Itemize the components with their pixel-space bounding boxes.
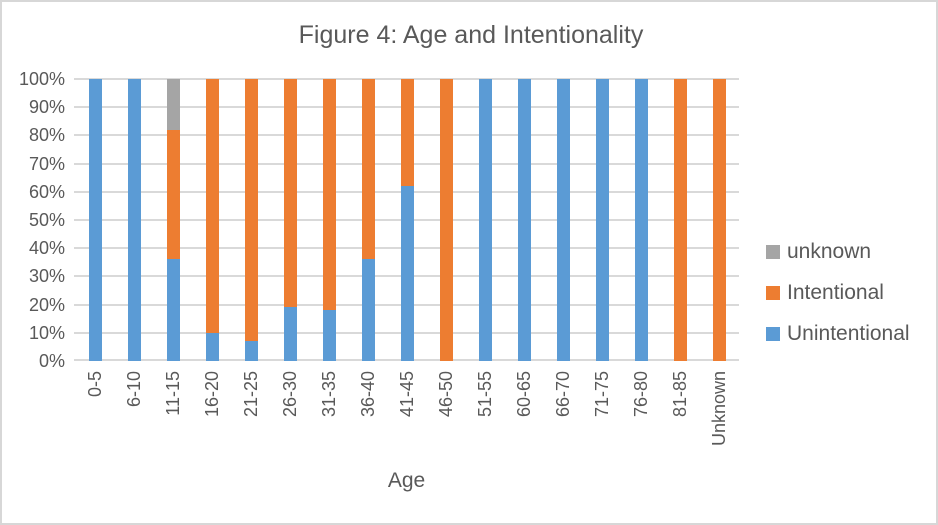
x-category-label: 71-75	[592, 371, 612, 418]
bar-segment-intentional-36-40	[362, 79, 375, 259]
y-tick-label: 0%	[38, 351, 65, 371]
bar-segment-unintentional-60-65	[518, 79, 531, 361]
x-category-label: Unknown	[709, 371, 729, 447]
x-category-label: 60-65	[514, 371, 534, 418]
x-category-label: 26-30	[280, 371, 300, 418]
bar-segment-intentional-41-45	[401, 79, 414, 186]
x-axis-title: Age	[387, 469, 426, 492]
bar-segment-unintentional-41-45	[401, 186, 414, 361]
x-category-label: 0-5	[85, 371, 105, 398]
y-tick-label: 10%	[28, 323, 65, 343]
x-category-label: 31-35	[319, 371, 339, 418]
x-category-label: 41-45	[397, 371, 417, 418]
y-tick-label: 40%	[28, 238, 65, 258]
x-category-label: 16-20	[202, 371, 222, 418]
x-category-label: 11-15	[163, 371, 183, 416]
y-tick-label: 90%	[28, 97, 65, 117]
legend-item-intentional: Intentional	[766, 281, 884, 305]
bar-segment-unintentional-26-30	[284, 307, 297, 361]
bar-segment-unintentional-71-75	[596, 79, 609, 361]
bar-segment-intentional-26-30	[284, 79, 297, 307]
x-category-label: 21-25	[241, 371, 261, 418]
bar-segment-unintentional-11-15	[167, 259, 180, 361]
plot-area	[74, 78, 739, 361]
legend-label: Unintentional	[787, 322, 910, 345]
legend-swatch-unknown	[766, 245, 780, 259]
legend-label: Intentional	[787, 281, 884, 304]
x-category-label: 6-10	[124, 371, 144, 408]
bar-segment-unintentional-0-5	[89, 79, 102, 361]
y-tick-label: 100%	[18, 69, 65, 89]
bar-segment-intentional-46-50	[440, 79, 453, 361]
bar-segment-intentional-21-25	[245, 79, 258, 341]
legend-swatch-unintentional	[766, 327, 780, 341]
bar-segment-intentional-11-15	[167, 129, 180, 259]
bar-segment-intentional-unknown	[713, 79, 726, 361]
bar-segment-unintentional-16-20	[206, 333, 219, 361]
bar-segment-intentional-31-35	[323, 79, 336, 310]
bar-segment-unintentional-31-35	[323, 310, 336, 361]
x-category-label: 76-80	[631, 371, 651, 418]
bar-segment-intentional-81-85	[674, 79, 687, 361]
x-category-label: 46-50	[436, 371, 456, 418]
legend-item-unknown: unknown	[766, 240, 871, 264]
x-category-label: 51-55	[475, 371, 495, 418]
bar-segment-unintentional-76-80	[635, 79, 648, 361]
legend-swatch-intentional	[766, 286, 780, 300]
x-category-label: 36-40	[358, 371, 378, 418]
bar-segment-unintentional-36-40	[362, 259, 375, 361]
bar-segment-unknown-11-15	[167, 79, 180, 130]
x-category-label: 66-70	[553, 371, 573, 418]
y-tick-label: 80%	[28, 125, 65, 145]
legend-item-unintentional: Unintentional	[766, 322, 910, 346]
legend-label: unknown	[787, 240, 872, 263]
chart-title: Figure 4: Age and Intentionality	[298, 21, 644, 49]
y-tick-label: 50%	[28, 210, 65, 230]
bar-segment-unintentional-21-25	[245, 341, 258, 361]
bar-segment-unintentional-66-70	[557, 79, 570, 361]
bar-segment-unintentional-6-10	[128, 79, 141, 361]
y-tick-label: 20%	[28, 295, 65, 315]
y-tick-label: 30%	[28, 266, 65, 286]
y-tick-label: 60%	[28, 182, 65, 202]
y-tick-label: 70%	[28, 154, 65, 174]
bar-segment-unintentional-51-55	[479, 79, 492, 361]
bar-segment-intentional-16-20	[206, 79, 219, 333]
x-category-label: 81-85	[670, 371, 690, 418]
